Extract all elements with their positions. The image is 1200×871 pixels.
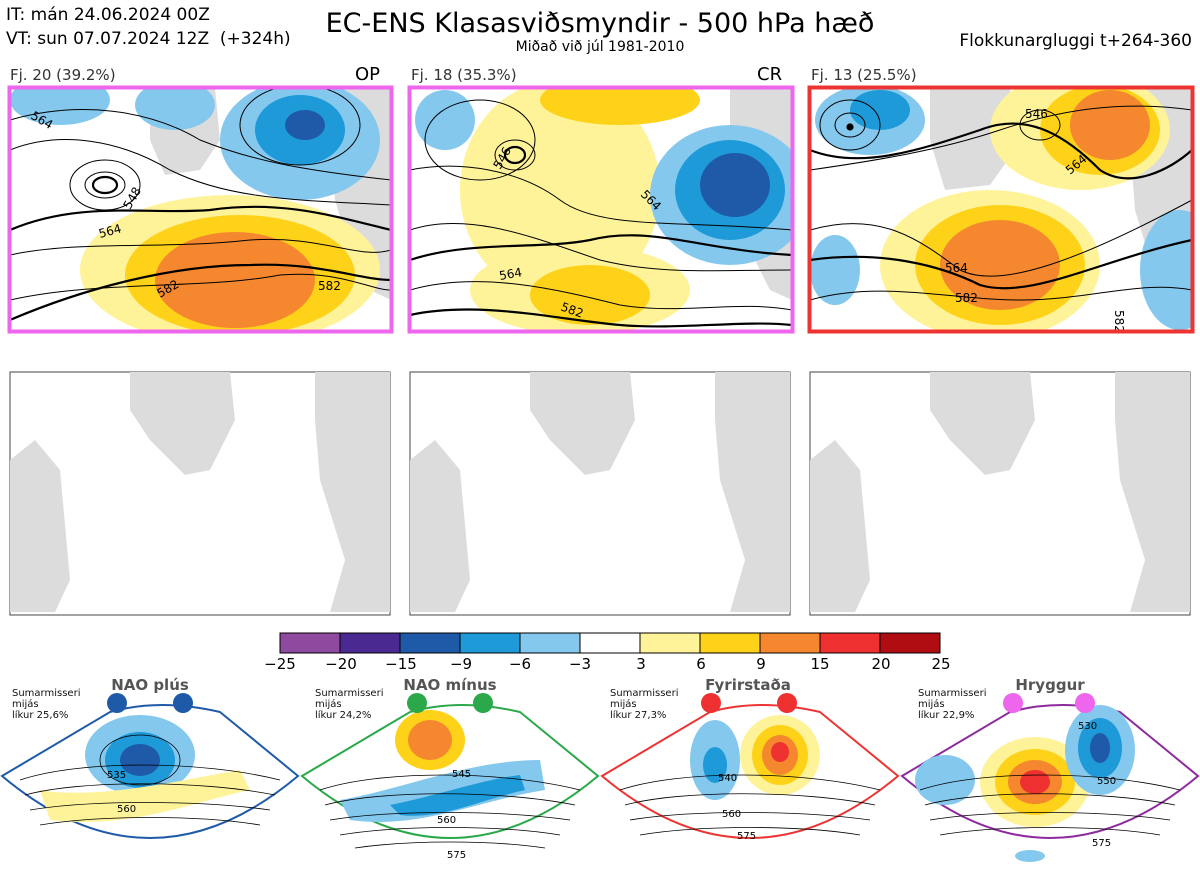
panel-1-border: [7, 85, 394, 334]
colorbar-tick: −20: [325, 655, 357, 673]
colorbar-swatch: [459, 632, 521, 654]
colorbar-swatch: [879, 632, 941, 654]
panel-2-tag: CR: [757, 64, 783, 85]
regime-blocking: 540 560 575: [600, 693, 900, 842]
p2-contour-label: 564: [498, 265, 523, 283]
p1-contour-label: 564: [97, 221, 123, 240]
map-panel-1: 564 548 564 582 582: [10, 88, 391, 331]
regime-1-contour: 535: [107, 770, 126, 781]
colorbar-tick: −25: [264, 655, 296, 673]
empty-map-1: [9, 371, 391, 616]
valid-time: VT: sun 07.07.2024 12Z (+324h): [6, 29, 291, 49]
page-subtitle: Miðað við júl 1981-2010: [515, 39, 685, 55]
colorbar-tick: −15: [385, 655, 417, 673]
colorbar-tick: 9: [756, 655, 766, 673]
p3-contour-label: 582: [1112, 310, 1126, 333]
panel-3-border: [807, 85, 1195, 334]
colorbar-swatch: [699, 632, 761, 654]
regime-1-info: Sumarmisseri mijás líkur 25,6%: [12, 688, 81, 721]
panel-2-border: [407, 85, 795, 334]
p1-contour-label: 582: [318, 279, 341, 293]
regime-1-name: NAO plús: [111, 676, 189, 694]
colorbar-swatch: [339, 632, 401, 654]
regime-4-info: Sumarmisseri mijás líkur 22,9%: [918, 688, 987, 721]
regime-4-contour: 575: [1092, 838, 1111, 849]
colorbar-tick: −9: [449, 655, 473, 673]
colorbar-swatch: [519, 632, 581, 654]
empty-map-3: [809, 371, 1191, 616]
colorbar-tick: 25: [931, 655, 951, 673]
p3-contour-label: 564: [945, 261, 968, 275]
regime-3-info: Sumarmisseri mijás líkur 27,3%: [610, 688, 679, 721]
p3-contour-label: 546: [1025, 107, 1048, 121]
colorbar-tick: 3: [636, 655, 646, 673]
colorbar-swatch: [579, 632, 641, 654]
classification-window: Flokkunargluggi t+264-360: [959, 31, 1192, 51]
regime-3-contour: 540: [718, 773, 737, 784]
panel-1-tag: OP: [355, 64, 381, 85]
regime-4-contour: 550: [1097, 776, 1116, 787]
panel-3-label: Fj. 13 (25.5%): [811, 66, 917, 84]
empty-map-2: [409, 371, 791, 616]
map-panel-3: 546 564 564 582 582: [810, 88, 1192, 333]
colorbar-tick: −3: [568, 655, 592, 673]
regime-nao-minus: 545 560 575: [300, 693, 600, 861]
colorbar-tick: 20: [871, 655, 891, 673]
regime-2-name: NAO mínus: [403, 676, 497, 694]
regime-ridge: 530 550 575: [900, 693, 1200, 862]
regime-nao-plus: 535 560: [0, 693, 300, 839]
colorbar: [279, 632, 941, 654]
colorbar-swatch: [279, 632, 341, 654]
regime-4-name: Hryggur: [1015, 676, 1085, 694]
panel-1-label: Fj. 20 (39.2%): [10, 66, 116, 84]
colorbar-tick: −6: [508, 655, 532, 673]
regime-2-contour: 575: [447, 850, 466, 861]
map-panel-2: 546 564 564 582: [410, 88, 792, 331]
regime-1-contour: 560: [117, 804, 136, 815]
colorbar-swatch: [399, 632, 461, 654]
regime-3-name: Fyrirstaða: [705, 676, 791, 694]
colorbar-swatch: [639, 632, 701, 654]
regime-3-contour: 560: [722, 809, 741, 820]
colorbar-swatch: [819, 632, 881, 654]
colorbar-swatch: [759, 632, 821, 654]
regime-2-contour: 545: [452, 769, 471, 780]
regime-3-contour: 575: [737, 831, 756, 842]
colorbar-tick: 6: [696, 655, 706, 673]
regime-2-contour: 560: [437, 815, 456, 826]
panel-2-label: Fj. 18 (35.3%): [411, 66, 517, 84]
p3-contour-label: 582: [955, 291, 978, 305]
colorbar-tick: 15: [810, 655, 830, 673]
regime-4-contour: 530: [1078, 721, 1097, 732]
issue-time: IT: mán 24.06.2024 00Z: [6, 5, 210, 25]
regime-2-info: Sumarmisseri mijás líkur 24,2%: [315, 688, 384, 721]
page-title: EC-ENS Klasasviðsmyndir - 500 hPa hæð: [325, 8, 875, 39]
